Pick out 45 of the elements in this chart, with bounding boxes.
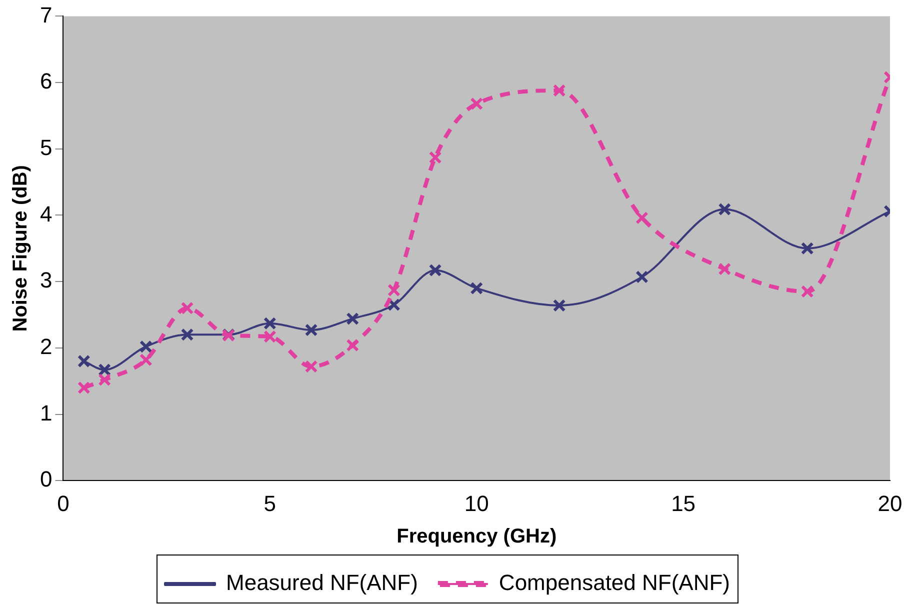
point <box>98 363 112 376</box>
point <box>552 299 566 312</box>
point <box>470 97 484 110</box>
x-tick-label: 5 <box>264 490 276 516</box>
point <box>304 360 318 373</box>
point <box>387 298 400 312</box>
point <box>636 270 648 284</box>
point <box>346 338 360 352</box>
y-tick-label: 0 <box>40 466 52 492</box>
point <box>800 285 814 298</box>
point <box>77 354 90 368</box>
y-tick-label: 5 <box>40 134 52 160</box>
point <box>263 316 276 330</box>
point <box>552 84 566 97</box>
y-axis-title: Noise Figure (dB) <box>10 165 32 332</box>
point <box>387 284 400 297</box>
point <box>470 282 484 295</box>
point <box>346 312 360 326</box>
y-tick-label: 7 <box>40 2 52 28</box>
point <box>98 373 112 386</box>
point <box>77 381 90 394</box>
point <box>718 262 732 276</box>
y-tick-label: 3 <box>40 268 52 293</box>
legend-label: Compensated NF(ANF) <box>498 570 730 596</box>
x-tick-label: 0 <box>57 490 70 516</box>
point <box>304 324 318 336</box>
y-tick-label: 1 <box>40 400 52 426</box>
point <box>139 353 152 366</box>
y-tick-label: 2 <box>40 334 52 359</box>
point <box>180 328 194 342</box>
legend-label: Measured NF(ANF) <box>226 570 418 596</box>
point <box>139 340 152 354</box>
x-tick-label: 10 <box>464 490 489 516</box>
point <box>636 211 648 224</box>
point <box>718 202 732 216</box>
point <box>180 302 194 315</box>
y-tick-label: 6 <box>40 68 52 94</box>
point <box>428 151 442 164</box>
x-tick-label: 15 <box>671 490 696 516</box>
y-tick-label: 4 <box>40 201 52 226</box>
point <box>428 264 442 277</box>
x-axis-title: Frequency (GHz) <box>396 526 557 548</box>
point <box>263 330 276 344</box>
point <box>800 242 814 255</box>
x-tick-label: 20 <box>878 490 902 516</box>
